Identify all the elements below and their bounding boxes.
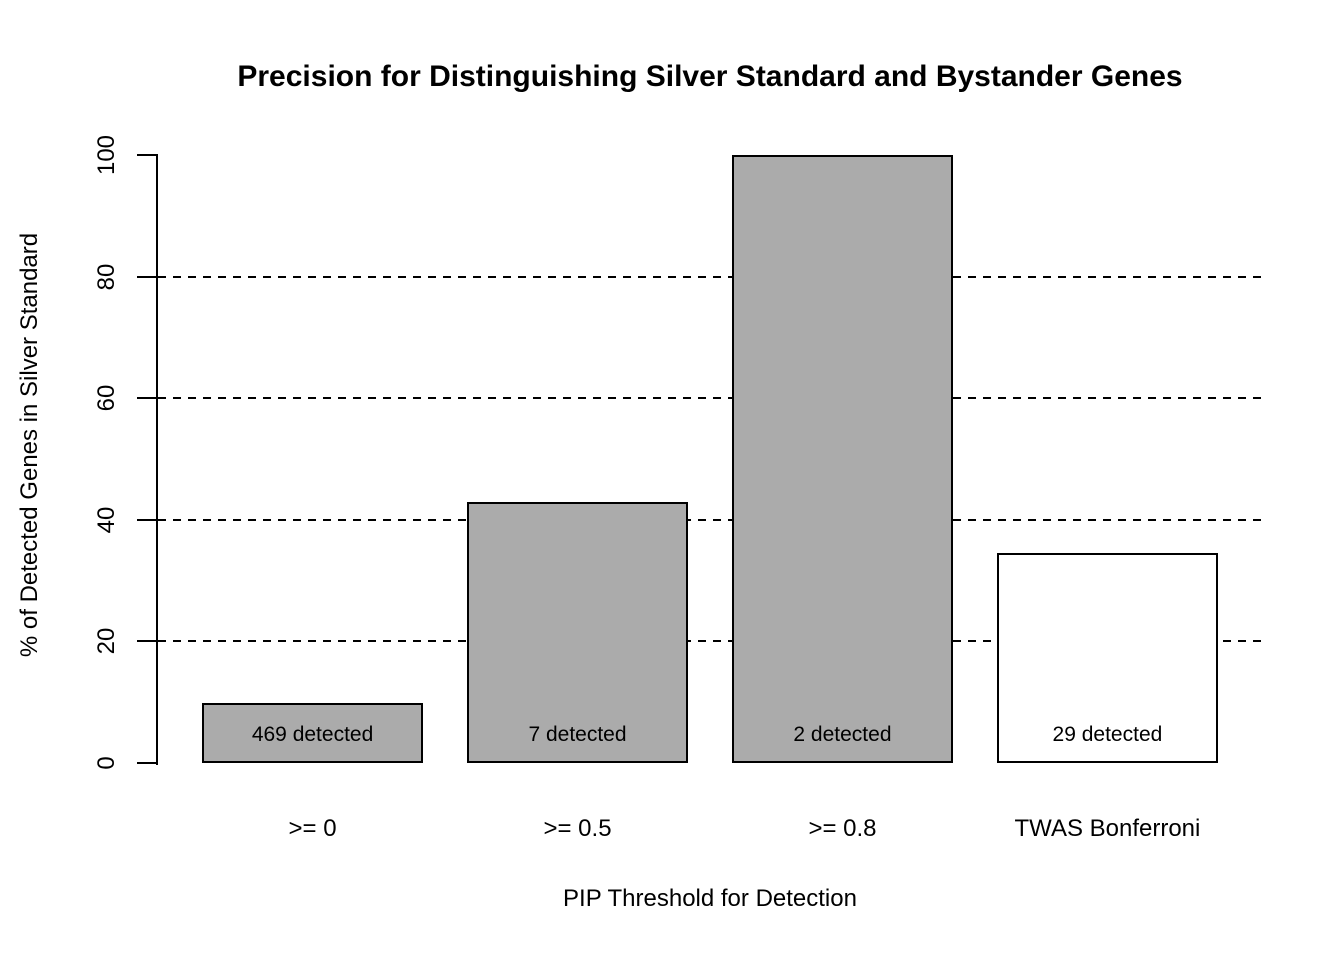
y-axis-tick-label: 60 <box>93 384 120 412</box>
x-axis-title: PIP Threshold for Detection <box>563 885 857 912</box>
gridline-20 <box>158 640 1262 643</box>
y-axis-tick <box>137 275 157 278</box>
bar-count-label: 7 detected <box>528 723 627 746</box>
y-axis-tick <box>137 154 157 156</box>
bar-count-label: 469 detected <box>251 723 374 746</box>
gridline-60 <box>158 397 1262 400</box>
category-label: >= 0.8 <box>808 815 877 842</box>
gridline-80 <box>158 275 1262 278</box>
y-axis-tick <box>137 640 157 643</box>
y-axis-tick-label: 0 <box>93 756 120 770</box>
bar--0.8: 2 detected <box>732 155 953 763</box>
category-label: TWAS Bonferroni <box>1014 815 1201 842</box>
y-axis-tick <box>137 518 157 521</box>
bar-count-label: 29 detected <box>1052 723 1163 746</box>
y-axis-tick-label: 80 <box>93 263 120 290</box>
y-axis-tick <box>137 397 157 400</box>
y-axis-line <box>156 154 158 765</box>
chart-title: Precision for Distinguishing Silver Stan… <box>237 60 1183 93</box>
y-axis-tick-label: 100 <box>93 134 120 176</box>
bar--0.5: 7 detected <box>467 502 688 763</box>
y-axis-title: % of Detected Genes in Silver Standard <box>16 232 43 658</box>
plot-area: 469 detected 7 detected 2 detected 29 detec… <box>158 155 1262 763</box>
y-axis-tick-label: 40 <box>93 506 120 534</box>
y-axis-tick <box>137 762 157 764</box>
category-label: >= 0.5 <box>543 815 612 842</box>
bar-twas-bonferroni: 29 detected <box>997 553 1218 763</box>
gridline-40 <box>158 518 1262 521</box>
bar-count-label: 2 detected <box>793 723 892 746</box>
bar--0: 469 detected <box>202 702 423 763</box>
y-axis-tick-label: 20 <box>93 628 120 655</box>
category-label: >= 0 <box>288 815 337 842</box>
